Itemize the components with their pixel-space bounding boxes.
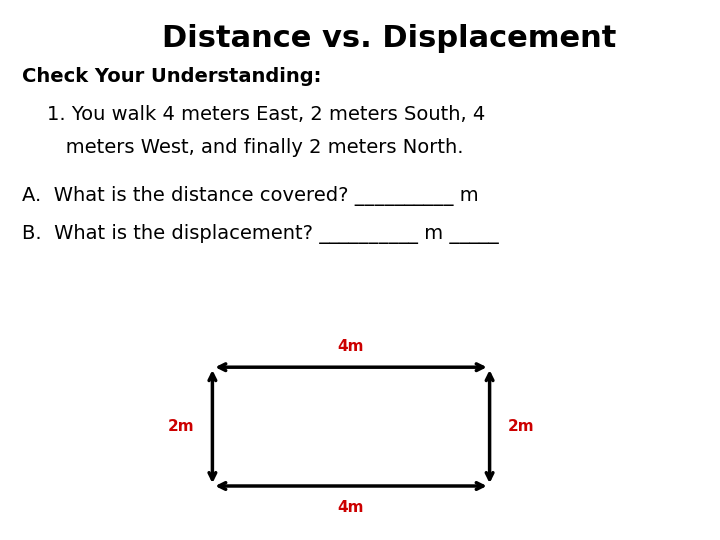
Text: 1. You walk 4 meters East, 2 meters South, 4: 1. You walk 4 meters East, 2 meters Sout… xyxy=(47,105,485,124)
Text: 2m: 2m xyxy=(508,419,534,434)
Text: Distance vs. Displacement: Distance vs. Displacement xyxy=(161,24,616,53)
Text: B.  What is the displacement? __________ m _____: B. What is the displacement? __________ … xyxy=(22,224,498,244)
Text: 4m: 4m xyxy=(338,500,364,515)
Text: 4m: 4m xyxy=(338,339,364,354)
Text: meters West, and finally 2 meters North.: meters West, and finally 2 meters North. xyxy=(47,138,463,157)
Text: Check Your Understanding:: Check Your Understanding: xyxy=(22,68,321,86)
Text: 2m: 2m xyxy=(168,419,194,434)
Text: A.  What is the distance covered? __________ m: A. What is the distance covered? _______… xyxy=(22,186,478,206)
